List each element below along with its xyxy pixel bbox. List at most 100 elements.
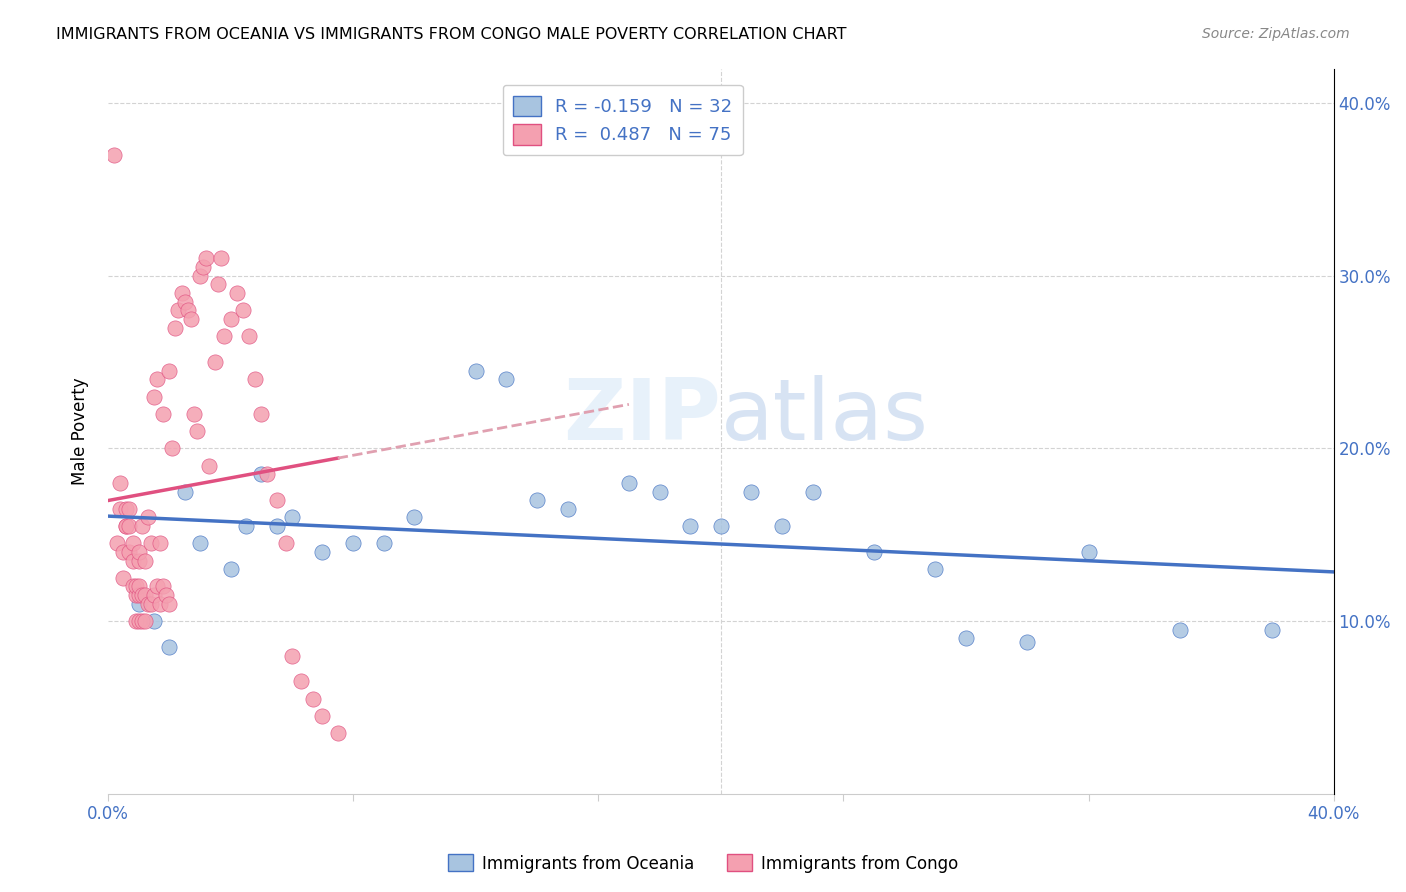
Point <box>131 614 153 628</box>
Point <box>128 545 150 559</box>
Point <box>157 364 180 378</box>
Legend: Immigrants from Oceania, Immigrants from Congo: Immigrants from Oceania, Immigrants from… <box>441 847 965 880</box>
Point <box>115 501 138 516</box>
Point <box>464 364 486 378</box>
Point <box>128 597 150 611</box>
Point <box>770 519 793 533</box>
Point <box>136 510 159 524</box>
Point <box>152 579 174 593</box>
Point <box>118 545 141 559</box>
Point <box>281 648 304 663</box>
Point <box>863 545 886 559</box>
Point <box>188 536 211 550</box>
Point <box>955 632 977 646</box>
Point <box>557 501 579 516</box>
Point <box>373 536 395 550</box>
Point <box>256 467 278 482</box>
Point <box>1170 623 1192 637</box>
Point <box>326 726 349 740</box>
Point <box>404 510 426 524</box>
Point <box>173 294 195 309</box>
Point <box>204 355 226 369</box>
Point <box>112 571 135 585</box>
Point <box>115 519 138 533</box>
Point <box>128 588 150 602</box>
Point <box>232 303 254 318</box>
Point <box>342 536 364 550</box>
Text: Source: ZipAtlas.com: Source: ZipAtlas.com <box>1202 27 1350 41</box>
Point <box>121 579 143 593</box>
Point <box>146 579 169 593</box>
Point <box>207 277 229 292</box>
Point <box>225 285 247 300</box>
Point <box>124 579 146 593</box>
Point <box>281 510 304 524</box>
Point <box>149 536 172 550</box>
Point <box>157 640 180 654</box>
Point <box>157 597 180 611</box>
Point <box>801 484 824 499</box>
Point <box>121 553 143 567</box>
Point <box>740 484 762 499</box>
Point <box>139 536 162 550</box>
Point <box>1017 634 1039 648</box>
Point <box>134 588 156 602</box>
Point <box>128 579 150 593</box>
Point <box>235 519 257 533</box>
Point <box>118 519 141 533</box>
Point <box>243 372 266 386</box>
Point <box>238 329 260 343</box>
Point <box>198 458 221 473</box>
Point <box>134 553 156 567</box>
Point <box>219 311 242 326</box>
Text: ZIP: ZIP <box>562 376 721 458</box>
Point <box>121 536 143 550</box>
Point <box>302 691 325 706</box>
Point <box>214 329 236 343</box>
Point <box>290 674 312 689</box>
Point <box>112 545 135 559</box>
Point <box>110 475 132 490</box>
Point <box>180 311 202 326</box>
Point <box>124 614 146 628</box>
Point <box>188 268 211 283</box>
Point <box>924 562 946 576</box>
Point <box>209 252 232 266</box>
Point <box>266 493 288 508</box>
Point <box>250 467 273 482</box>
Point <box>118 501 141 516</box>
Point <box>311 545 333 559</box>
Point <box>250 407 273 421</box>
Point <box>176 303 198 318</box>
Point <box>195 252 218 266</box>
Point <box>186 424 208 438</box>
Point <box>311 709 333 723</box>
Point <box>142 614 165 628</box>
Point <box>1261 623 1284 637</box>
Point <box>266 519 288 533</box>
Point <box>139 597 162 611</box>
Point <box>149 597 172 611</box>
Point <box>124 588 146 602</box>
Point <box>146 372 169 386</box>
Point <box>219 562 242 576</box>
Point <box>617 475 640 490</box>
Text: atlas: atlas <box>721 376 929 458</box>
Point <box>170 285 193 300</box>
Y-axis label: Male Poverty: Male Poverty <box>72 377 89 485</box>
Point <box>110 501 132 516</box>
Point <box>128 553 150 567</box>
Point <box>128 614 150 628</box>
Point <box>183 407 205 421</box>
Point <box>526 493 548 508</box>
Point <box>191 260 214 274</box>
Point <box>142 588 165 602</box>
Point <box>105 536 128 550</box>
Point <box>495 372 517 386</box>
Point <box>115 519 138 533</box>
Point <box>142 390 165 404</box>
Point <box>131 588 153 602</box>
Point <box>173 484 195 499</box>
Point <box>274 536 297 550</box>
Point <box>162 442 184 456</box>
